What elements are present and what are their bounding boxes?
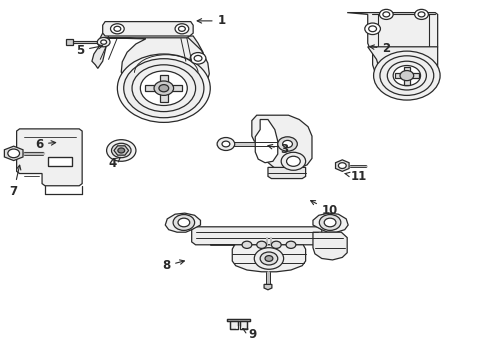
Polygon shape <box>4 146 23 161</box>
Circle shape <box>101 40 106 44</box>
Text: 3: 3 <box>267 143 287 156</box>
Circle shape <box>159 85 168 92</box>
Polygon shape <box>239 321 247 329</box>
Circle shape <box>242 241 251 248</box>
Polygon shape <box>227 319 250 321</box>
Text: 6: 6 <box>35 138 56 150</box>
Circle shape <box>382 12 389 17</box>
Circle shape <box>194 55 202 61</box>
Polygon shape <box>186 36 205 76</box>
Circle shape <box>117 54 210 122</box>
Circle shape <box>319 215 340 230</box>
Polygon shape <box>251 115 311 170</box>
Circle shape <box>154 81 173 95</box>
Polygon shape <box>367 47 437 82</box>
Circle shape <box>368 26 376 32</box>
Polygon shape <box>105 38 209 94</box>
Polygon shape <box>403 67 409 85</box>
Polygon shape <box>114 146 128 155</box>
Circle shape <box>256 241 266 248</box>
Text: 11: 11 <box>345 170 366 183</box>
Circle shape <box>123 59 203 118</box>
Circle shape <box>260 252 277 265</box>
Circle shape <box>281 152 305 170</box>
Circle shape <box>97 37 110 47</box>
Polygon shape <box>394 73 418 78</box>
Text: 8: 8 <box>162 259 184 272</box>
Circle shape <box>264 256 272 261</box>
Circle shape <box>132 65 195 112</box>
Polygon shape <box>229 321 237 329</box>
Circle shape <box>111 143 131 158</box>
Circle shape <box>386 61 426 90</box>
Circle shape <box>364 23 380 35</box>
Text: 10: 10 <box>310 201 337 217</box>
Circle shape <box>140 71 187 105</box>
Polygon shape <box>335 160 348 171</box>
Polygon shape <box>17 129 82 186</box>
Polygon shape <box>145 85 182 91</box>
Circle shape <box>178 218 189 227</box>
Circle shape <box>417 12 424 17</box>
Circle shape <box>286 156 300 166</box>
Polygon shape <box>312 232 346 260</box>
Circle shape <box>324 218 335 227</box>
Circle shape <box>190 53 205 64</box>
Text: 1: 1 <box>197 14 225 27</box>
Circle shape <box>285 241 295 248</box>
Polygon shape <box>66 39 73 45</box>
Text: 5: 5 <box>76 44 102 57</box>
Text: 4: 4 <box>108 157 120 170</box>
Circle shape <box>222 141 229 147</box>
Circle shape <box>379 56 433 95</box>
Text: 7: 7 <box>10 165 21 198</box>
Circle shape <box>173 215 194 230</box>
Circle shape <box>254 248 283 269</box>
Circle shape <box>379 9 392 19</box>
Polygon shape <box>255 120 277 163</box>
Circle shape <box>338 163 346 168</box>
Polygon shape <box>92 33 108 68</box>
Circle shape <box>277 137 297 151</box>
Polygon shape <box>210 245 305 272</box>
Circle shape <box>373 51 439 100</box>
Circle shape <box>114 26 121 31</box>
Circle shape <box>110 24 124 34</box>
Polygon shape <box>264 284 271 290</box>
Circle shape <box>217 138 234 150</box>
Polygon shape <box>48 157 72 166</box>
Circle shape <box>414 9 427 19</box>
Polygon shape <box>160 75 167 102</box>
Polygon shape <box>165 213 200 232</box>
Polygon shape <box>191 227 321 245</box>
Polygon shape <box>346 13 437 87</box>
Circle shape <box>175 24 188 34</box>
Text: 2: 2 <box>369 42 390 55</box>
Polygon shape <box>312 213 347 232</box>
Text: 9: 9 <box>243 328 256 341</box>
Circle shape <box>399 71 413 81</box>
Circle shape <box>271 241 281 248</box>
Circle shape <box>282 140 292 148</box>
Circle shape <box>8 149 20 158</box>
Circle shape <box>178 26 185 31</box>
Circle shape <box>392 66 420 86</box>
Polygon shape <box>267 167 305 179</box>
Circle shape <box>118 148 124 153</box>
Polygon shape <box>102 22 193 36</box>
Circle shape <box>106 140 136 161</box>
